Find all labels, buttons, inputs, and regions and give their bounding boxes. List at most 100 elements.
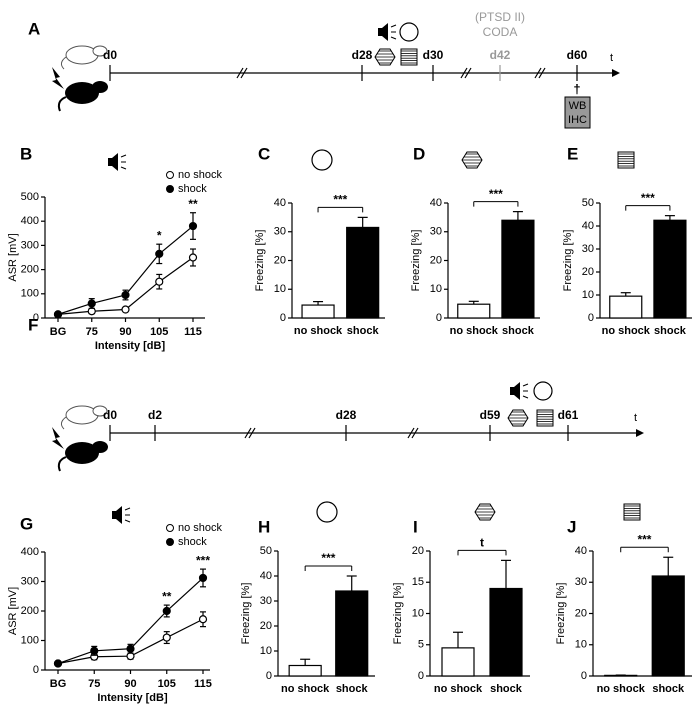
y-tick-label: 10 xyxy=(260,645,272,657)
speaker-icon xyxy=(382,23,388,41)
panel-letter: F xyxy=(28,315,38,334)
speaker-icon xyxy=(116,506,122,524)
y-tick-label: 30 xyxy=(430,226,442,238)
y-axis-label: ASR [mV] xyxy=(7,233,19,281)
data-point xyxy=(155,277,164,286)
y-axis-label: Freezing [%] xyxy=(392,583,404,645)
y-axis-label: ASR [mV] xyxy=(7,587,19,635)
y-tick-label: 200 xyxy=(21,605,39,617)
x-tick-label: BG xyxy=(50,678,67,690)
x-tick-label: shock xyxy=(490,683,523,695)
rat-black xyxy=(65,442,99,464)
timeline-label: d42 xyxy=(490,48,511,62)
data-point xyxy=(90,646,99,655)
rat-black xyxy=(65,82,99,104)
panel-letter: A xyxy=(28,19,40,38)
y-tick-label: 400 xyxy=(21,546,39,558)
x-tick-label: shock xyxy=(347,325,380,337)
dagger: † xyxy=(573,81,580,96)
timeline-arrow xyxy=(612,69,620,77)
panel-letter: E xyxy=(567,144,578,163)
rat-white-tail xyxy=(60,416,67,430)
y-tick-label: 0 xyxy=(280,312,286,324)
tone-icon xyxy=(316,501,338,523)
timeline-label: d59 xyxy=(480,408,501,422)
lightning xyxy=(52,67,64,89)
timeline-note: CODA xyxy=(483,25,518,39)
x-tick-label: no shock xyxy=(602,325,651,337)
data-point xyxy=(188,253,198,262)
endpoint-label: WB xyxy=(569,100,587,112)
x-tick-label: shock xyxy=(654,325,687,337)
speaker-wave xyxy=(124,507,131,511)
y-tick-label: 20 xyxy=(274,254,286,266)
y-tick-label: 0 xyxy=(33,664,39,676)
legend-label: no shock xyxy=(178,169,223,181)
timeline-label: d2 xyxy=(148,408,162,422)
significance-label: *** xyxy=(641,191,655,205)
lightning xyxy=(52,427,64,449)
y-tick-label: 500 xyxy=(21,191,39,203)
x-axis-label: Intensity [dB] xyxy=(95,340,166,352)
axis-break xyxy=(244,427,252,439)
bar xyxy=(609,295,643,319)
legend-marker xyxy=(166,524,174,532)
panel-letter: D xyxy=(413,144,425,163)
x-tick-label: shock xyxy=(502,325,535,337)
y-tick-label: 40 xyxy=(582,220,594,232)
rat-black-head xyxy=(92,441,108,453)
legend-marker xyxy=(166,171,174,179)
legend-label: no shock xyxy=(178,522,223,534)
bar xyxy=(489,587,523,677)
timeline-end-label: t xyxy=(634,412,637,424)
y-tick-label: 200 xyxy=(21,264,39,276)
y-tick-label: 20 xyxy=(412,545,424,557)
axis-break xyxy=(407,427,415,439)
y-tick-label: 10 xyxy=(274,283,286,295)
legend-label: shock xyxy=(178,183,207,195)
timeline-label: d30 xyxy=(423,48,444,62)
axis-break xyxy=(460,67,468,79)
x-tick-label: no shock xyxy=(450,325,499,337)
bar xyxy=(651,575,685,677)
data-point xyxy=(198,615,208,624)
x-tick-label: no shock xyxy=(294,325,343,337)
data-point xyxy=(162,633,171,642)
y-tick-label: 50 xyxy=(582,197,594,209)
rat-black-head xyxy=(92,81,108,93)
rat-white-head xyxy=(92,45,108,57)
speaker-icon xyxy=(514,382,520,400)
significance-label: *** xyxy=(196,553,210,567)
bar xyxy=(441,647,475,677)
panel-letter: J xyxy=(567,517,576,536)
tone-icon xyxy=(399,22,419,42)
y-tick-label: 400 xyxy=(21,215,39,227)
y-tick-label: 0 xyxy=(581,670,587,682)
y-axis-label: Freezing [%] xyxy=(555,583,567,645)
timeline-arrow xyxy=(636,429,644,437)
speaker-wave xyxy=(390,36,397,40)
y-tick-label: 40 xyxy=(430,197,442,209)
timeline-label: d0 xyxy=(103,48,117,62)
rat-black-tail xyxy=(57,96,67,112)
data-point xyxy=(162,606,171,616)
y-axis-label: Freezing [%] xyxy=(410,230,422,292)
panel-letter: C xyxy=(258,144,270,163)
timeline-end-label: t xyxy=(610,52,613,64)
timeline-label: d28 xyxy=(352,48,373,62)
speaker-icon xyxy=(112,153,118,171)
y-tick-label: 10 xyxy=(575,639,587,651)
y-tick-label: 300 xyxy=(21,575,39,587)
data-point xyxy=(87,299,96,308)
y-tick-label: 20 xyxy=(575,607,587,619)
rat-white-tail xyxy=(60,56,67,70)
speaker-wave xyxy=(124,519,131,523)
data-point xyxy=(126,644,135,653)
tone-icon xyxy=(311,149,333,171)
panel-letter: H xyxy=(258,517,270,536)
y-axis-label: Freezing [%] xyxy=(254,230,266,292)
y-tick-label: 10 xyxy=(430,283,442,295)
y-tick-label: 30 xyxy=(274,226,286,238)
endpoint-label: IHC xyxy=(568,114,587,126)
